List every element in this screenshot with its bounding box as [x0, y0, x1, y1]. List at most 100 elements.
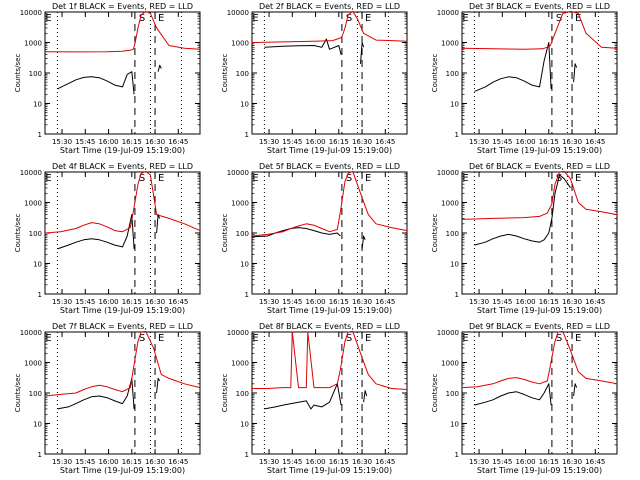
plot-frame	[251, 331, 408, 455]
y-axis-label: Counts/sec	[14, 214, 22, 253]
y-tick-label: 100	[446, 390, 459, 398]
y-tick-label: 1	[38, 291, 42, 299]
marker-label: S	[139, 13, 145, 24]
x-axis-label: Start Time (19-Jul-09 15:19:00)	[60, 466, 185, 475]
series-line-events	[573, 383, 578, 397]
x-tick-label: 15:30	[469, 458, 489, 466]
x-tick-label: 16:30	[352, 138, 372, 146]
y-tick-label: 1000	[24, 40, 42, 48]
y-tick-label: 1000	[24, 360, 42, 368]
x-tick-label: 16:30	[352, 298, 372, 306]
y-tick-label: 1000	[231, 360, 249, 368]
plot-frame	[44, 331, 201, 455]
y-tick-label: 1	[38, 451, 42, 459]
x-tick-label: 16:30	[145, 298, 165, 306]
x-tick-label: 15:45	[492, 298, 512, 306]
y-tick-label: 1000	[24, 200, 42, 208]
x-tick-label: 15:45	[282, 298, 302, 306]
x-axis-label: Start Time (19-Jul-09 15:19:00)	[60, 306, 185, 315]
chart-title: Det 7f BLACK = Events, RED = LLD	[52, 322, 193, 331]
x-tick-label: 16:45	[585, 458, 605, 466]
x-tick-label: 16:15	[122, 138, 142, 146]
chart-title: Det 1f BLACK = Events, RED = LLD	[52, 2, 193, 11]
series-line-lld	[44, 330, 201, 397]
series-line-events	[156, 377, 161, 394]
x-tick-label: 16:45	[168, 138, 188, 146]
y-axis-label: Counts/sec	[431, 214, 439, 253]
x-tick-label: 16:00	[98, 458, 118, 466]
y-tick-label: 1	[245, 131, 249, 139]
y-tick-label: 10	[450, 261, 459, 269]
series-line-events	[363, 390, 368, 403]
y-tick-label: 10000	[437, 9, 459, 17]
x-tick-label: 16:00	[305, 458, 325, 466]
y-tick-label: 10	[450, 421, 459, 429]
y-tick-label: 1	[38, 131, 42, 139]
x-tick-label: 15:45	[492, 458, 512, 466]
y-axis-label: Counts/sec	[221, 54, 229, 93]
series-line-events	[57, 377, 135, 410]
y-axis-label: Counts/sec	[221, 374, 229, 413]
chart-title: Det 4f BLACK = Events, RED = LLD	[52, 162, 193, 171]
marker-label: E	[575, 13, 581, 24]
x-tick-label: 16:15	[329, 298, 349, 306]
series-line-events	[251, 227, 341, 238]
y-tick-label: 100	[29, 230, 42, 238]
series-line-lld	[461, 330, 618, 389]
y-tick-label: 10000	[20, 9, 42, 17]
series-line-lld	[461, 170, 618, 220]
y-tick-label: 1	[455, 131, 459, 139]
x-tick-label: 16:00	[305, 138, 325, 146]
series-line-events	[57, 71, 135, 95]
plot-frame	[461, 171, 618, 295]
series-line-events	[474, 42, 552, 92]
x-tick-label: 15:30	[52, 298, 72, 306]
x-tick-label: 16:45	[168, 458, 188, 466]
x-tick-label: 15:45	[75, 298, 95, 306]
x-tick-label: 15:30	[469, 298, 489, 306]
y-tick-label: 100	[236, 70, 249, 78]
chart-title: Det 5f BLACK = Events, RED = LLD	[259, 162, 400, 171]
x-axis-label: Start Time (19-Jul-09 15:19:00)	[267, 306, 392, 315]
y-tick-label: 10	[240, 421, 249, 429]
marker-label: E	[575, 333, 581, 344]
y-axis-label: Counts/sec	[431, 374, 439, 413]
y-tick-label: 100	[446, 70, 459, 78]
marker-label: E	[158, 333, 164, 344]
chart-panel: Det 5f BLACK = Events, RED = LLD 1 10 100 10…	[221, 162, 408, 315]
series-line-events	[361, 235, 366, 249]
chart-title: Det 3f BLACK = Events, RED = LLD	[469, 2, 610, 11]
x-tick-label: 15:30	[259, 298, 279, 306]
x-tick-label: 16:00	[98, 138, 118, 146]
y-tick-label: 1	[455, 291, 459, 299]
x-tick-label: 15:45	[75, 458, 95, 466]
y-tick-label: 10	[240, 101, 249, 109]
y-tick-label: 1	[455, 451, 459, 459]
marker-label: E	[45, 173, 51, 184]
y-tick-label: 100	[236, 390, 249, 398]
plot-frame	[461, 11, 618, 135]
marker-label: E	[365, 13, 371, 24]
chart-title: Det 2f BLACK = Events, RED = LLD	[259, 2, 400, 11]
marker-label: E	[462, 333, 468, 344]
x-tick-label: 16:45	[375, 458, 395, 466]
x-tick-label: 16:00	[515, 138, 535, 146]
marker-label: E	[462, 173, 468, 184]
x-tick-label: 16:45	[585, 138, 605, 146]
plot-frame	[44, 11, 201, 135]
x-tick-label: 16:15	[539, 458, 559, 466]
marker-label: S	[346, 333, 352, 344]
chart-panel: Det 7f BLACK = Events, RED = LLD 1 10 100 10…	[14, 322, 201, 475]
series-line-lld	[461, 10, 618, 50]
x-tick-label: 16:45	[375, 298, 395, 306]
y-tick-label: 1000	[231, 40, 249, 48]
series-line-lld	[252, 330, 408, 390]
x-tick-label: 16:00	[305, 298, 325, 306]
x-tick-label: 15:30	[52, 138, 72, 146]
y-tick-label: 10	[33, 261, 42, 269]
x-tick-label: 16:30	[562, 458, 582, 466]
y-axis-label: Counts/sec	[14, 374, 22, 413]
chart-panel: Det 3f BLACK = Events, RED = LLD 1 10 100 10…	[431, 2, 618, 155]
marker-label: E	[365, 173, 371, 184]
